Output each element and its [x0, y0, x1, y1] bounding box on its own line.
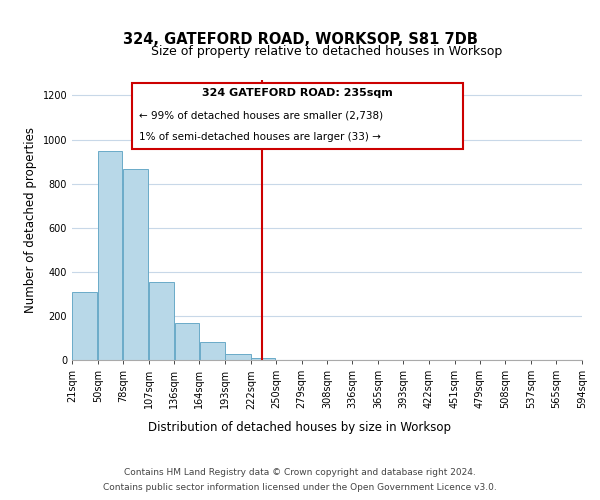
Text: Distribution of detached houses by size in Worksop: Distribution of detached houses by size …	[149, 421, 452, 434]
Y-axis label: Number of detached properties: Number of detached properties	[24, 127, 37, 313]
Bar	[226, 354, 251, 360]
Bar	[123, 170, 148, 360]
Bar	[73, 292, 97, 360]
Text: 324 GATEFORD ROAD: 235sqm: 324 GATEFORD ROAD: 235sqm	[202, 88, 392, 98]
Text: Contains HM Land Registry data © Crown copyright and database right 2024.: Contains HM Land Registry data © Crown c…	[124, 468, 476, 477]
Bar	[200, 342, 225, 360]
Bar	[251, 358, 275, 360]
Text: Contains public sector information licensed under the Open Government Licence v3: Contains public sector information licen…	[103, 483, 497, 492]
Bar	[98, 150, 122, 360]
Bar	[149, 282, 174, 360]
Text: 324, GATEFORD ROAD, WORKSOP, S81 7DB: 324, GATEFORD ROAD, WORKSOP, S81 7DB	[122, 32, 478, 48]
Text: ← 99% of detached houses are smaller (2,738): ← 99% of detached houses are smaller (2,…	[139, 110, 383, 120]
Title: Size of property relative to detached houses in Worksop: Size of property relative to detached ho…	[151, 45, 503, 58]
Text: 1% of semi-detached houses are larger (33) →: 1% of semi-detached houses are larger (3…	[139, 132, 380, 142]
FancyBboxPatch shape	[131, 82, 463, 150]
Bar	[175, 322, 199, 360]
